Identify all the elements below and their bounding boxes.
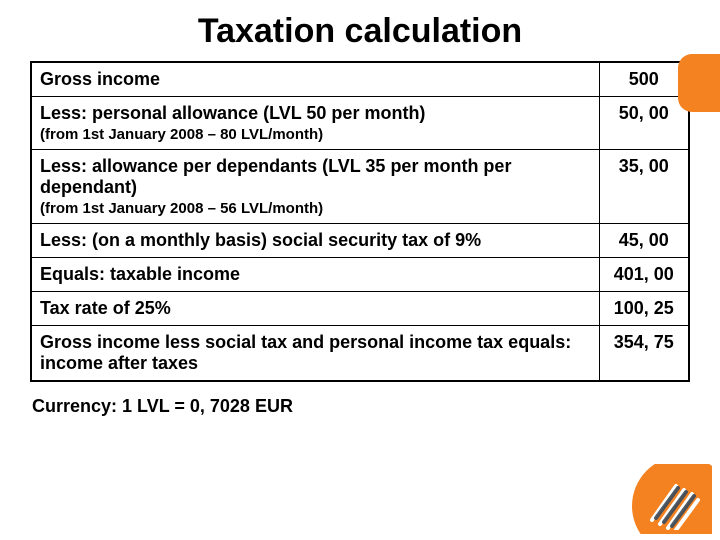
row-sublabel: (from 1st January 2008 – 56 LVL/month) (40, 200, 591, 217)
table-row: Less: personal allowance (LVL 50 per mon… (31, 97, 689, 150)
row-label: Tax rate of 25% (40, 298, 171, 318)
cell-value: 100, 25 (599, 292, 689, 326)
table-row: Less: (on a monthly basis) social securi… (31, 224, 689, 258)
currency-note: Currency: 1 LVL = 0, 7028 EUR (32, 396, 690, 417)
cell-desc: Less: allowance per dependants (LVL 35 p… (31, 150, 599, 224)
cell-desc: Gross income less social tax and persona… (31, 326, 599, 382)
corner-logo (622, 464, 712, 534)
table-row: Gross income less social tax and persona… (31, 326, 689, 382)
cell-value: 45, 00 (599, 224, 689, 258)
table-row: Less: allowance per dependants (LVL 35 p… (31, 150, 689, 224)
table-row: Tax rate of 25% 100, 25 (31, 292, 689, 326)
slide-title: Taxation calculation (30, 12, 690, 51)
row-label: Gross income less social tax and persona… (40, 332, 571, 373)
hand-icon (642, 474, 702, 530)
cell-desc: Tax rate of 25% (31, 292, 599, 326)
cell-desc: Equals: taxable income (31, 258, 599, 292)
cell-value: 35, 00 (599, 150, 689, 224)
row-label: Less: allowance per dependants (LVL 35 p… (40, 156, 511, 197)
table-row: Equals: taxable income 401, 00 (31, 258, 689, 292)
cell-value: 354, 75 (599, 326, 689, 382)
row-label: Less: personal allowance (LVL 50 per mon… (40, 103, 425, 123)
slide: Taxation calculation Gross income 500 Le… (0, 0, 720, 540)
table-row: Gross income 500 (31, 62, 689, 97)
accent-tab (678, 54, 720, 112)
cell-desc: Less: (on a monthly basis) social securi… (31, 224, 599, 258)
row-sublabel: (from 1st January 2008 – 80 LVL/month) (40, 126, 591, 143)
cell-desc: Less: personal allowance (LVL 50 per mon… (31, 97, 599, 150)
row-label: Gross income (40, 69, 160, 89)
cell-desc: Gross income (31, 62, 599, 97)
taxation-table: Gross income 500 Less: personal allowanc… (30, 61, 690, 382)
row-label: Less: (on a monthly basis) social securi… (40, 230, 481, 250)
cell-value: 401, 00 (599, 258, 689, 292)
cell-value: 50, 00 (599, 97, 689, 150)
row-label: Equals: taxable income (40, 264, 240, 284)
cell-value: 500 (599, 62, 689, 97)
